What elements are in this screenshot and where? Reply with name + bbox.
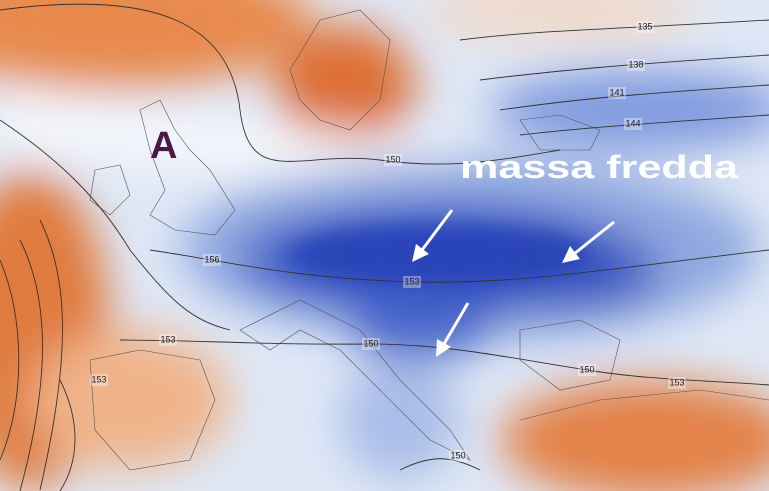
arrow bbox=[562, 220, 615, 263]
label-bg bbox=[608, 87, 626, 99]
contour-label: 141 bbox=[609, 87, 624, 97]
contour-label: 150 bbox=[363, 338, 378, 348]
contour-label: 150 bbox=[450, 450, 465, 460]
label-bg bbox=[627, 59, 645, 71]
contours bbox=[0, 3, 769, 491]
label-bg bbox=[384, 154, 402, 166]
label-bg bbox=[668, 377, 686, 389]
label-bg bbox=[578, 364, 596, 376]
arrow bbox=[412, 209, 454, 262]
contour-labels: 135 138 141 144 150 156 153 153 150 153 150 153 150 bbox=[90, 21, 686, 462]
contour-label: 144 bbox=[625, 118, 640, 128]
arrow bbox=[436, 302, 470, 357]
contour-label: 138 bbox=[628, 59, 643, 69]
contour-label: 150 bbox=[579, 364, 594, 374]
label-bg bbox=[403, 276, 421, 288]
contour-label: 153 bbox=[669, 377, 684, 387]
label-bg bbox=[624, 118, 642, 130]
contour-label: 153 bbox=[91, 374, 106, 384]
label-bg bbox=[159, 334, 177, 346]
label-bg bbox=[362, 338, 380, 350]
contour-label: 153 bbox=[160, 334, 175, 344]
label-bg bbox=[90, 374, 108, 386]
pressure-marker: A bbox=[150, 125, 177, 167]
coastlines bbox=[89, 9, 769, 471]
label-bg bbox=[203, 254, 221, 266]
label-bg bbox=[449, 450, 467, 462]
label-bg bbox=[636, 21, 654, 33]
contour-label: 150 bbox=[385, 154, 400, 164]
annotation: massa fredda bbox=[460, 149, 738, 185]
temperature-core bbox=[290, 225, 590, 285]
arrows bbox=[412, 209, 615, 357]
contour-label: 135 bbox=[637, 21, 652, 31]
contour-label: 156 bbox=[204, 254, 219, 264]
contour-label: 153 bbox=[404, 276, 419, 286]
